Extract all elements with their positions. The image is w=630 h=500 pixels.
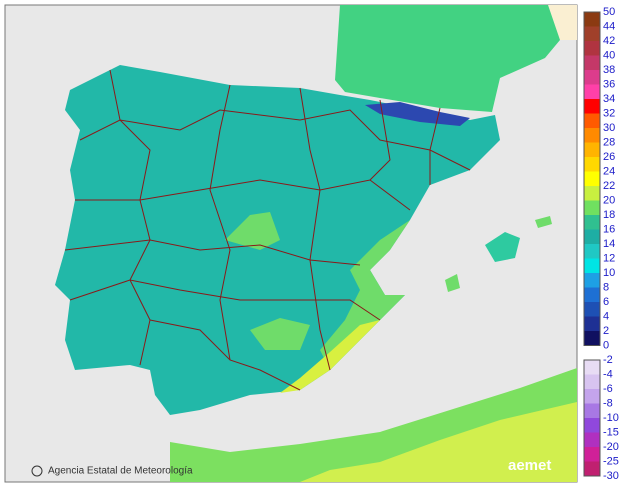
legend-label: 36 bbox=[603, 78, 615, 90]
legend-swatch bbox=[584, 84, 600, 99]
legend-label: 20 bbox=[603, 194, 615, 206]
legend-swatch bbox=[584, 142, 600, 157]
legend-label: -2 bbox=[603, 354, 613, 366]
legend-swatch bbox=[584, 229, 600, 244]
pyrenees bbox=[365, 102, 470, 126]
legend-label: 28 bbox=[603, 136, 615, 148]
legend-label: 12 bbox=[603, 252, 615, 264]
legend-swatch bbox=[584, 418, 600, 433]
legend-swatch bbox=[584, 374, 600, 389]
legend-label: 10 bbox=[603, 267, 615, 279]
legend-frame bbox=[583, 359, 601, 477]
legend-label: 16 bbox=[603, 223, 615, 235]
legend: 5044424038363432302826242220181614121086… bbox=[583, 6, 619, 482]
legend-label: 6 bbox=[603, 296, 609, 308]
legend-label: 8 bbox=[603, 281, 609, 293]
legend-label: 4 bbox=[603, 310, 609, 322]
legend-swatch bbox=[584, 215, 600, 230]
legend-frame bbox=[583, 11, 601, 346]
legend-label: 26 bbox=[603, 151, 615, 163]
france bbox=[335, 5, 560, 112]
legend-label: 40 bbox=[603, 49, 615, 61]
legend-label: 30 bbox=[603, 122, 615, 134]
legend-swatch bbox=[584, 287, 600, 302]
legend-swatch bbox=[584, 331, 600, 346]
legend-swatch bbox=[584, 186, 600, 201]
mallorca bbox=[485, 232, 520, 262]
legend-swatch bbox=[584, 41, 600, 56]
mediterranean-band bbox=[548, 5, 577, 40]
legend-swatch bbox=[584, 99, 600, 114]
credit: Agencia Estatal de Meteorología bbox=[31, 465, 193, 477]
legend-label: 24 bbox=[603, 165, 615, 177]
legend-label: 0 bbox=[603, 339, 609, 351]
southeast-yellow bbox=[280, 320, 380, 393]
legend-label: 44 bbox=[603, 20, 615, 32]
legend-swatch bbox=[584, 316, 600, 331]
east-coast-green bbox=[320, 220, 410, 370]
legend-swatch bbox=[584, 55, 600, 70]
legend-label: 14 bbox=[603, 238, 615, 250]
legend-swatch bbox=[584, 447, 600, 462]
legend-swatch bbox=[584, 171, 600, 186]
legend-swatch bbox=[584, 200, 600, 215]
legend-label: -15 bbox=[603, 426, 619, 438]
credit-text: Agencia Estatal de Meteorología bbox=[48, 466, 193, 477]
legend-swatch bbox=[584, 273, 600, 288]
africa-yellow bbox=[300, 402, 577, 482]
legend-label: -4 bbox=[603, 368, 613, 380]
logo: aemet bbox=[508, 457, 551, 474]
legend-label: 34 bbox=[603, 93, 615, 105]
legend-label: -8 bbox=[603, 397, 613, 409]
inland-green-2 bbox=[250, 318, 310, 350]
legend-swatch bbox=[584, 244, 600, 259]
legend-swatch bbox=[584, 403, 600, 418]
legend-swatch bbox=[584, 12, 600, 27]
legend-swatch bbox=[584, 461, 600, 476]
legend-label: 42 bbox=[603, 35, 615, 47]
legend-label: -25 bbox=[603, 455, 619, 467]
legend-swatch bbox=[584, 258, 600, 273]
legend-swatch bbox=[584, 26, 600, 41]
legend-swatch bbox=[584, 302, 600, 317]
legend-label: 32 bbox=[603, 107, 615, 119]
legend-label: 50 bbox=[603, 6, 615, 18]
inland-green-1 bbox=[225, 212, 280, 250]
legend-label: -30 bbox=[603, 470, 619, 482]
legend-swatch bbox=[584, 360, 600, 375]
legend-swatch bbox=[584, 157, 600, 172]
credit-icon bbox=[31, 465, 43, 477]
menorca bbox=[535, 216, 552, 228]
legend-label: 22 bbox=[603, 180, 615, 192]
legend-swatch bbox=[584, 70, 600, 85]
legend-label: 38 bbox=[603, 64, 615, 76]
legend-swatch bbox=[584, 389, 600, 404]
legend-swatch bbox=[584, 128, 600, 143]
legend-label: -10 bbox=[603, 412, 619, 424]
legend-swatch bbox=[584, 113, 600, 128]
ibiza bbox=[445, 274, 460, 292]
legend-label: -20 bbox=[603, 441, 619, 453]
province-borders bbox=[64, 69, 471, 391]
legend-label: 2 bbox=[603, 325, 609, 337]
legend-label: -6 bbox=[603, 383, 613, 395]
legend-label: 18 bbox=[603, 209, 615, 221]
map: Agencia Estatal de Meteorología aemet bbox=[4, 4, 578, 483]
legend-swatch bbox=[584, 432, 600, 447]
